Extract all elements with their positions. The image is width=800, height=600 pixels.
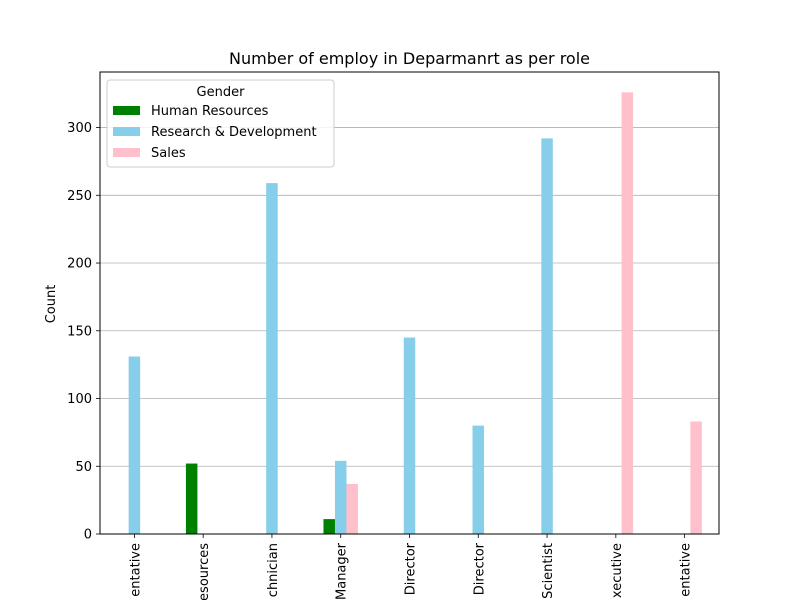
bar-research-development <box>128 356 141 534</box>
legend-swatch <box>113 148 140 157</box>
bars <box>128 92 702 535</box>
legend-box <box>106 79 335 168</box>
y-tick-label: 150 <box>67 324 92 339</box>
chart-title: Number of employ in Deparmanrt as per ro… <box>229 49 590 68</box>
x-tick-label: esources <box>197 543 212 600</box>
x-tick-label: Scientist <box>541 543 556 599</box>
bar-research-development <box>403 337 416 534</box>
y-tick-label: 300 <box>67 121 92 136</box>
bar-research-development <box>334 460 347 534</box>
x-tick-label: entative <box>128 543 143 597</box>
legend-title: Gender <box>197 85 246 100</box>
y-tick-label: 0 <box>84 528 92 543</box>
legend-swatch <box>113 106 140 115</box>
axes: 0 50 100 150 200 250 300 entative esources chnici… <box>67 71 720 600</box>
y-tick-label: 50 <box>75 460 92 475</box>
bar-sales <box>621 92 634 535</box>
x-tick-label: Director <box>472 542 487 595</box>
x-tick-label: entative <box>679 543 694 597</box>
bar-sales <box>690 421 702 534</box>
y-tick-label: 100 <box>67 392 92 407</box>
y-axis-label: Count <box>44 285 59 324</box>
bar-human-resources <box>185 463 198 534</box>
bar-sales <box>346 483 358 534</box>
legend-swatch <box>113 127 140 136</box>
bar-research-development <box>541 138 553 535</box>
x-tick-label: xecutive <box>610 543 625 598</box>
bar-research-development <box>266 183 278 534</box>
legend-label: Research & Development <box>151 125 317 140</box>
y-tick-label: 200 <box>67 257 92 272</box>
legend-label: Sales <box>151 146 186 161</box>
legend: Gender Human Resources Research & Developm… <box>106 79 335 168</box>
x-tick-label: chnician <box>266 543 281 597</box>
y-tick-label: 250 <box>67 189 92 204</box>
legend-label: Human Resources <box>151 104 269 119</box>
bar-human-resources <box>323 519 335 534</box>
x-tick-label: Director <box>404 542 419 595</box>
bar-research-development <box>472 425 485 534</box>
x-tick-label: Manager <box>335 542 350 600</box>
